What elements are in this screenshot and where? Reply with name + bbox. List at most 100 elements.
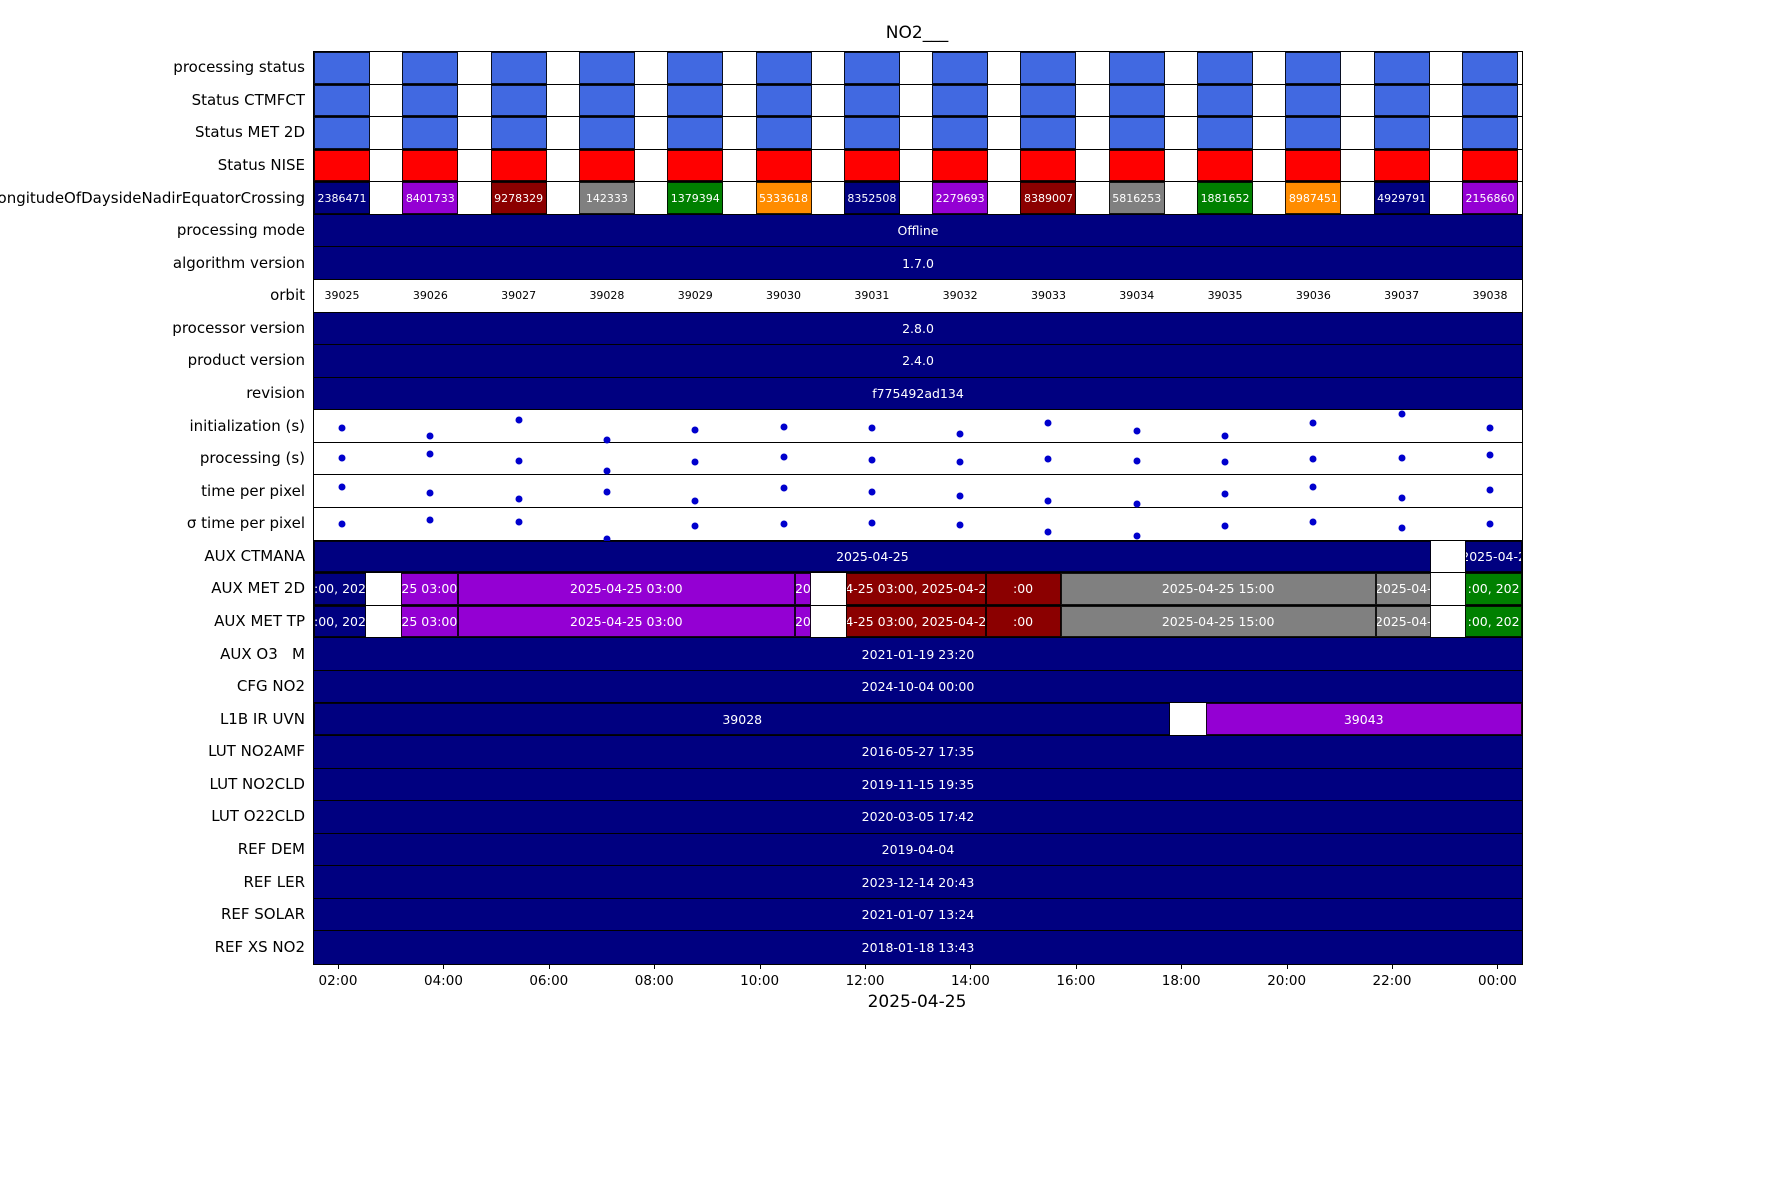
value-bar: 2023-12-14 20:43 <box>314 866 1522 898</box>
x-tick-label: 08:00 <box>634 973 674 989</box>
status-block <box>1108 84 1165 117</box>
row-1 <box>314 84 1522 118</box>
timeline-segment: 2025-04-25 15:00 <box>1060 605 1376 638</box>
orbit-number: 39033 <box>1030 289 1066 303</box>
value-block: 5816253 <box>1108 182 1165 214</box>
timeline-segment: 2025-04-25 03:00 <box>457 605 795 638</box>
row-5: Offline <box>314 214 1522 248</box>
status-block <box>843 117 900 149</box>
status-block <box>1285 84 1342 117</box>
scatter-dot <box>1044 455 1052 463</box>
row-11 <box>314 410 1522 444</box>
status-block <box>1108 149 1165 182</box>
scatter-dot <box>1133 457 1141 465</box>
scatter-dot <box>1486 486 1494 494</box>
scatter-dot <box>426 432 434 440</box>
status-block <box>1461 84 1518 117</box>
status-block <box>402 149 459 182</box>
value-bar: 2016-05-27 17:35 <box>314 736 1522 768</box>
value-block: 2279693 <box>932 182 989 214</box>
row-label-9: product version <box>187 351 305 370</box>
value-block: 1379394 <box>667 182 724 214</box>
status-block <box>1020 149 1077 182</box>
status-block <box>667 117 724 149</box>
scatter-dot <box>1398 454 1406 461</box>
x-tick-mark <box>443 964 445 969</box>
row-label-20: L1B IR UVN <box>219 709 305 728</box>
row-label-0: processing status <box>173 58 305 77</box>
row-label-17: AUX MET TP <box>214 611 305 630</box>
x-tick-label: 02:00 <box>318 973 358 989</box>
status-block <box>1108 52 1165 84</box>
scatter-dot <box>515 457 523 465</box>
timeline-segment: 4-25 03:00, 2025-04-2 <box>846 573 986 605</box>
row-labels: processing status Status CTMFCT Status MET… <box>0 51 305 963</box>
status-block <box>932 84 989 117</box>
scatter-dot <box>426 450 434 458</box>
scatter-dot <box>515 416 523 424</box>
scatter-dot <box>1044 528 1052 536</box>
timeline-segment: :00, 202 <box>1465 605 1522 638</box>
value-block: 5333618 <box>755 182 812 214</box>
scatter-dot <box>1309 419 1317 427</box>
orbit-number: 39025 <box>324 289 360 303</box>
value-block: 2386471 <box>314 182 371 214</box>
scatter-dot <box>691 522 699 530</box>
status-block <box>402 52 459 84</box>
chart-title: NO2___ <box>885 23 949 43</box>
scatter-dot <box>338 454 346 461</box>
row-label-27: REF XS NO2 <box>214 937 305 956</box>
row-12 <box>314 443 1522 476</box>
orbit-number: 39038 <box>1472 289 1508 303</box>
value-bar: 2.8.0 <box>314 312 1522 345</box>
x-tick-mark <box>338 964 339 969</box>
scatter-dot <box>868 519 876 527</box>
status-block <box>755 117 812 149</box>
status-block <box>1461 149 1518 182</box>
scatter-dot <box>1221 522 1229 530</box>
row-10: f775492ad134 <box>314 377 1522 411</box>
x-tick-mark <box>654 964 656 969</box>
scatter-dot <box>780 453 788 461</box>
scatter-dot <box>780 484 788 492</box>
x-tick-label: 06:00 <box>529 973 569 989</box>
row-label-8: processor version <box>172 318 305 337</box>
row-label-3: Status NISE <box>217 155 305 174</box>
row-label-13: time per pixel <box>201 481 305 500</box>
status-block <box>314 52 371 84</box>
row-18: 2021-01-19 23:20 <box>314 638 1522 671</box>
row-label-4: LongitudeOfDaysideNadirEquatorCrossing <box>0 188 305 207</box>
orbit-number: 39036 <box>1295 289 1331 303</box>
scatter-dot <box>868 488 876 496</box>
value-bar: Offline <box>314 214 1522 247</box>
x-tick-mark <box>865 964 867 969</box>
status-block <box>1020 117 1077 149</box>
timeline-segment: :00, 202 <box>314 605 366 638</box>
value-block: 8352508 <box>843 182 900 214</box>
row-17: :00, 202 25 03:00 2025-04-25 03:00 20 4-25 0… <box>314 605 1522 639</box>
status-block <box>1373 84 1430 117</box>
x-tick-label: 00:00 <box>1477 973 1517 989</box>
value-block: 142333 <box>578 182 635 214</box>
status-block <box>402 84 459 117</box>
value-block: 4929791 <box>1373 182 1430 214</box>
row-label-12: processing (s) <box>199 449 305 468</box>
status-block <box>1020 52 1077 84</box>
scatter-dot <box>956 492 964 500</box>
status-block <box>1197 52 1254 84</box>
value-block: 9278329 <box>490 182 547 214</box>
row-label-15: AUX CTMANA <box>204 546 305 565</box>
value-block: 2156860 <box>1461 182 1518 214</box>
scatter-dot <box>691 458 699 466</box>
scatter-dot <box>1398 524 1406 532</box>
x-tick-label: 10:00 <box>740 973 780 989</box>
status-block <box>932 117 989 149</box>
x-tick-label: 14:00 <box>950 973 990 989</box>
scatter-dot <box>956 458 964 466</box>
value-block: 8401733 <box>402 182 459 214</box>
status-block <box>1461 117 1518 149</box>
scatter-dot <box>603 535 611 543</box>
x-tick-mark <box>1181 964 1183 969</box>
scatter-dot <box>691 497 699 505</box>
scatter-dot <box>956 521 964 529</box>
